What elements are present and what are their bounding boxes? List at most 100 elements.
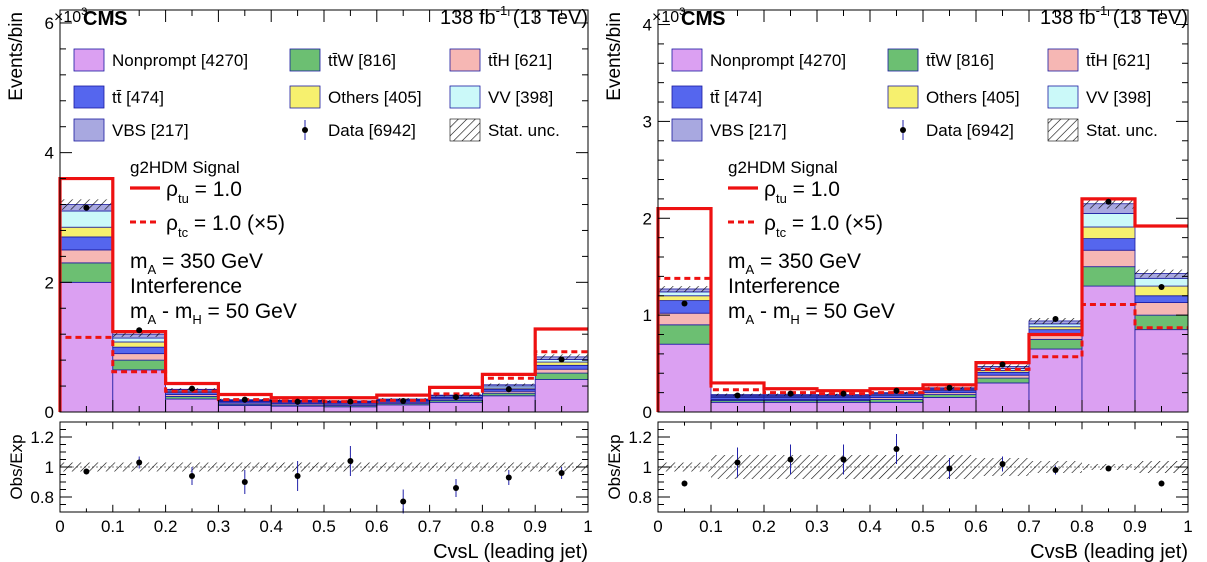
- x-tick-label: 1: [583, 517, 592, 536]
- bar-nonprompt-bin9: [1134, 329, 1189, 413]
- x-tick-label: 0.2: [154, 517, 178, 536]
- ratio-y-tick-label: 1: [643, 458, 652, 477]
- mass: m: [728, 250, 746, 273]
- data-point-bin3: [840, 390, 847, 397]
- ratio-band-bin0: [60, 462, 113, 472]
- y-tick-label: 4: [45, 144, 54, 163]
- legend-swatch-others: [289, 85, 321, 109]
- bar-others-bin7: [1028, 326, 1083, 331]
- ratio-point-bin2: [787, 456, 794, 463]
- bar-vv-bin0: [657, 291, 712, 297]
- rho-sub: tu: [178, 191, 189, 206]
- legend-swatch-stat: [449, 118, 481, 142]
- lumi-energy: (13 TeV): [507, 7, 588, 29]
- legend-swatch-vv: [449, 85, 481, 109]
- x-tick-label: 0.7: [1017, 517, 1041, 536]
- bar-ttw-bin9: [534, 372, 589, 380]
- mass-val: = 350 GeV: [156, 250, 263, 273]
- mass: m: [130, 250, 148, 273]
- y-tick-label: 4: [643, 16, 652, 35]
- x-tick-label: 0: [55, 517, 64, 536]
- ratio-y-axis-title: Obs/Exp: [605, 434, 624, 499]
- legend-label-others: Others [405]: [926, 88, 1020, 107]
- rho: ρ: [166, 212, 178, 235]
- bar-tth-bin9: [534, 368, 589, 374]
- x-tick-label: 0.6: [964, 517, 988, 536]
- ratio-point-bin1: [734, 459, 741, 466]
- bar-tt-bin0: [59, 236, 114, 251]
- signal-title: g2HDM Signal: [130, 158, 240, 177]
- data-point-bin6: [400, 397, 407, 404]
- signal-rho-tc: ρtc = 1.0 (×5): [764, 212, 883, 240]
- mass-sub: A: [746, 312, 755, 327]
- legend-label-vv: VV [398]: [488, 88, 553, 107]
- lumi-power: -1: [496, 3, 508, 18]
- bar-vv-bin0: [59, 210, 114, 228]
- bar-tt-bin1: [112, 346, 167, 355]
- rho-sub: tc: [776, 225, 787, 240]
- legend-label-ttw: tt̄W [816]: [328, 51, 396, 70]
- ratio-y-tick-label: 0.8: [30, 488, 54, 507]
- ratio-point-bin6: [999, 461, 1006, 467]
- bar-vv-bin7: [1028, 323, 1083, 328]
- ratio-band-bin9: [1135, 461, 1188, 473]
- mass-diff-line: mA - mH = 50 GeV: [728, 300, 895, 327]
- legend-swatch-vbs: [73, 118, 105, 142]
- stat-unc-bin8: [482, 383, 536, 387]
- legend-label-vbs: VBS [217]: [710, 121, 787, 140]
- x-tick-label: 0.8: [471, 517, 495, 536]
- legend-swatch-ttw: [289, 48, 321, 72]
- data-point-bin8: [505, 386, 512, 393]
- data-point-bin6: [999, 361, 1006, 368]
- x-tick-label: 0.5: [312, 517, 336, 536]
- ratio-point-bin1: [136, 459, 143, 466]
- rho: ρ: [764, 212, 776, 235]
- ratio-point-bin7: [453, 485, 459, 491]
- ratio-y-tick-label: 1.2: [30, 428, 54, 447]
- legend-swatch-nonprompt: [73, 48, 105, 72]
- bar-vv-bin8: [1081, 213, 1136, 228]
- signal-rho-tu: ρtu = 1.0: [764, 178, 840, 206]
- data-point-bin7: [453, 394, 459, 401]
- mass: m: [130, 300, 148, 323]
- signal-rho-tu-line: [656, 197, 1188, 412]
- bar-nonprompt-bin0: [657, 343, 712, 413]
- ratio-point-bin5: [946, 465, 953, 472]
- x-axis-title: CvsB (leading jet): [1030, 541, 1188, 562]
- legend-swatch-tt: [73, 85, 105, 109]
- x-tick-label: 1: [1183, 517, 1192, 536]
- legend-label-tth: tt̄H [621]: [1086, 51, 1150, 70]
- bar-nonprompt-bin7: [1028, 348, 1083, 413]
- legend-label-data: Data [6942]: [328, 121, 416, 140]
- legend-label-stat: Stat. unc.: [1086, 121, 1158, 140]
- rho-sub: tu: [776, 191, 787, 206]
- bar-vv-bin1: [112, 337, 167, 343]
- bar-ttw-bin1: [112, 359, 167, 371]
- multiplier-prefix: ×10: [652, 9, 679, 26]
- stat-unc-bin0: [60, 199, 113, 210]
- mass-sub: A: [148, 262, 157, 277]
- data-point-bin5: [946, 384, 953, 391]
- legend-swatch-ttw: [887, 48, 919, 72]
- ratio-point-bin8: [505, 474, 512, 481]
- legend-swatch-vv: [1047, 85, 1079, 109]
- ratio-point-bin4: [294, 473, 301, 479]
- mass-a-line: mA = 350 GeV: [728, 250, 861, 277]
- mass-mid: - m: [156, 300, 192, 323]
- bar-ttw-bin5: [922, 394, 977, 398]
- multiplier-power: 3: [81, 6, 87, 18]
- x-tick-label: 0.3: [207, 517, 231, 536]
- mass-mid: - m: [754, 300, 790, 323]
- lumi-energy: (13 TeV): [1107, 7, 1188, 29]
- lumi-value: 138 fb: [1040, 7, 1096, 29]
- legend-label-stat: Stat. unc.: [488, 121, 560, 140]
- rho-sub: tc: [178, 225, 189, 240]
- bar-tth-bin6: [975, 374, 1030, 379]
- legend-swatch-tth: [449, 48, 481, 72]
- signal-title: g2HDM Signal: [728, 158, 838, 177]
- bar-ttw-bin7: [1028, 338, 1083, 350]
- bar-others-bin8: [1081, 226, 1136, 240]
- ratio-point-bin9: [558, 470, 565, 476]
